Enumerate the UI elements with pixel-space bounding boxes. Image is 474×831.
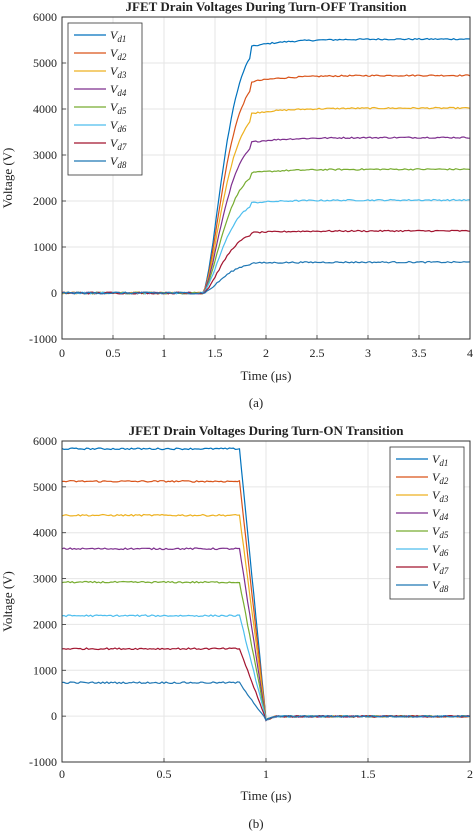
x-axis-label: Time (μs) [241,788,292,803]
plot-area [61,16,471,340]
legend-label-d6: Vd6 [432,542,449,558]
chart-panel-1: JFET Drain Voltages During Turn-OFF Tran… [0,0,473,410]
x-tick-label: 2 [263,346,269,360]
legend-label-main: V [110,136,119,150]
legend-label-main: V [432,470,441,484]
y-axis-label: Voltage (V) [0,571,15,632]
legend-label-d1: Vd1 [432,452,448,468]
series-lines [61,37,471,295]
legend-label-d7: Vd7 [432,560,449,576]
x-tick-label: 1.5 [361,767,376,781]
legend-label-main: V [432,578,441,592]
legend-label-sub: d1 [117,34,126,44]
y-tick-label: 0 [51,286,57,300]
series-line-d8 [62,681,471,722]
legend-label-sub: d2 [439,476,449,486]
legend-label-sub: d5 [117,106,127,116]
y-tick-label: -1000 [29,755,57,769]
legend-label-d5: Vd5 [432,524,449,540]
y-tick-label: 2000 [33,617,57,631]
legend-label-main: V [110,118,119,132]
y-tick-label: 4000 [33,526,57,540]
legend-label-d1: Vd1 [110,28,126,44]
x-tick-label: 1.5 [208,346,223,360]
legend-label-main: V [110,46,119,60]
legend-label-main: V [432,488,441,502]
y-tick-label: 5000 [33,56,57,70]
legend-label-d8: Vd8 [110,154,127,170]
y-tick-label: -1000 [29,332,57,346]
y-tick-label: 6000 [33,434,57,448]
x-tick-label: 2 [467,767,473,781]
legend-label-d3: Vd3 [110,64,127,80]
legend-label-sub: d3 [117,70,127,80]
x-tick-label: 1 [263,767,269,781]
x-tick-label: 0 [59,346,65,360]
y-tick-label: 1000 [33,240,57,254]
legend-label-d2: Vd2 [432,470,449,486]
legend-label-main: V [432,542,441,556]
y-tick-label: 3000 [33,572,57,586]
legend-label-main: V [432,506,441,520]
legend-label-sub: d2 [117,52,127,62]
x-tick-label: 1 [161,346,167,360]
legend-label-d6: Vd6 [110,118,127,134]
legend-label-sub: d5 [439,530,449,540]
y-tick-label: 1000 [33,663,57,677]
plot-area [61,440,471,763]
x-tick-label: 0.5 [106,346,121,360]
legend-label-sub: d8 [117,160,127,170]
figure-caption: (a) [249,395,263,410]
legend-label-sub: d4 [439,512,449,522]
y-tick-label: 4000 [33,102,57,116]
x-tick-label: 4 [467,346,473,360]
legend-label-main: V [110,64,119,78]
legend-label-d5: Vd5 [110,100,127,116]
legend-label-sub: d8 [439,584,449,594]
legend-label-sub: d6 [439,548,449,558]
legend-label-d4: Vd4 [110,82,127,98]
y-tick-label: 0 [51,709,57,723]
legend-label-main: V [432,560,441,574]
chart-title: JFET Drain Voltages During Turn-OFF Tran… [126,0,408,14]
legend-label-sub: d6 [117,124,127,134]
legend-label-main: V [432,452,441,466]
legend-label-main: V [110,100,119,114]
legend-label-sub: d7 [439,566,449,576]
legend-label-d3: Vd3 [432,488,449,504]
y-tick-label: 3000 [33,148,57,162]
y-tick-label: 6000 [33,10,57,24]
series-line-d8 [61,260,471,295]
legend-label-main: V [432,524,441,538]
legend-label-main: V [110,28,119,42]
figure-caption: (b) [248,816,263,831]
legend-label-main: V [110,82,119,96]
legend-label-sub: d7 [117,142,127,152]
x-tick-label: 2.5 [310,346,325,360]
y-tick-label: 5000 [33,480,57,494]
legend-label-d7: Vd7 [110,136,127,152]
series-lines [61,447,471,722]
x-tick-label: 3.5 [412,346,427,360]
x-tick-label: 0.5 [157,767,172,781]
x-axis-label: Time (μs) [241,368,292,383]
chart-title: JFET Drain Voltages During Turn-ON Trans… [129,423,405,438]
legend-label-main: V [110,154,119,168]
legend-label-d2: Vd2 [110,46,127,62]
legend-label-sub: d3 [439,494,449,504]
y-axis-label: Voltage (V) [0,148,15,209]
legend-label-sub: d1 [439,458,448,468]
x-tick-label: 0 [59,767,65,781]
legend-box [389,446,465,600]
legend-label-d8: Vd8 [432,578,449,594]
chart-panel-2: JFET Drain Voltages During Turn-ON Trans… [0,423,473,831]
legend-box [67,22,143,176]
legend-label-sub: d4 [117,88,127,98]
x-tick-label: 3 [365,346,371,360]
legend-label-d4: Vd4 [432,506,449,522]
y-tick-label: 2000 [33,194,57,208]
